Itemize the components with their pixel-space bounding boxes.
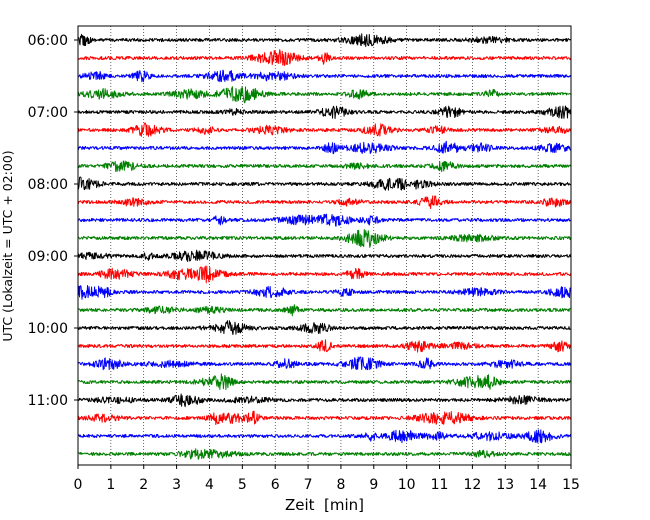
x-tick-label: 2: [139, 477, 148, 493]
x-axis: 0 1 2 3 4 5 6 7 8 9 10 11 12 13 14 15: [74, 465, 580, 493]
x-tick-label: 5: [238, 477, 247, 493]
x-tick-label: 6: [271, 477, 280, 493]
trace-line-0730: [77, 140, 572, 155]
trace-line-1130: [77, 429, 572, 444]
y-tick-label: 07:00: [28, 105, 68, 121]
x-tick-label: 10: [398, 477, 416, 493]
y-tick-label: 08:00: [28, 177, 68, 193]
trace-line-1115: [77, 410, 572, 426]
y-axis-title: UTC (Lokalzeit = UTC + 02:00): [0, 150, 15, 341]
trace-line-0815: [77, 195, 572, 210]
x-tick-label: 1: [106, 477, 115, 493]
y-axis: 06:00 07:00 08:00 09:00 10:00 11:00: [28, 33, 78, 409]
trace-line-1000: [77, 320, 572, 336]
trace-line-0800: [77, 176, 572, 191]
trace-line-1030: [77, 356, 572, 371]
trace-line-0700: [77, 105, 572, 120]
trace-line-0945: [77, 304, 572, 317]
trace-line-0600: [77, 33, 572, 48]
y-tick-label: 06:00: [28, 33, 68, 49]
trace-lines: [77, 33, 572, 460]
trace-line-0845: [77, 228, 572, 248]
grid-lines: [110, 26, 539, 465]
x-tick-label: 3: [172, 477, 181, 493]
x-tick-label: 11: [431, 477, 449, 493]
x-tick-label: 12: [463, 477, 481, 493]
trace-line-1015: [77, 339, 572, 353]
y-tick-label: 11:00: [28, 393, 68, 409]
trace-line-0915: [77, 265, 572, 284]
trace-line-1145: [77, 448, 572, 460]
x-tick-label: 15: [562, 477, 580, 493]
x-tick-label: 8: [336, 477, 345, 493]
trace-line-1100: [77, 393, 572, 408]
trace-line-0900: [77, 249, 572, 263]
y-tick-label: 10:00: [28, 321, 68, 337]
x-tick-label: 0: [74, 477, 83, 493]
trace-line-0930: [77, 284, 572, 300]
y-tick-label: 09:00: [28, 249, 68, 265]
trace-line-0745: [77, 160, 572, 173]
x-tick-label: 9: [369, 477, 378, 493]
x-tick-label: 13: [496, 477, 514, 493]
x-tick-label: 14: [529, 477, 547, 493]
plot-frame: [77, 25, 572, 466]
trace-line-0715: [77, 122, 572, 137]
trace-line-0630: [77, 69, 572, 83]
trace-line-1045: [77, 373, 572, 390]
trace-line-0615: [77, 49, 572, 66]
x-tick-label: 4: [205, 477, 214, 493]
trace-line-0645: [77, 86, 572, 104]
x-axis-title: Zeit [min]: [285, 496, 364, 514]
x-tick-label: 7: [304, 477, 313, 493]
trace-line-0830: [77, 213, 572, 227]
